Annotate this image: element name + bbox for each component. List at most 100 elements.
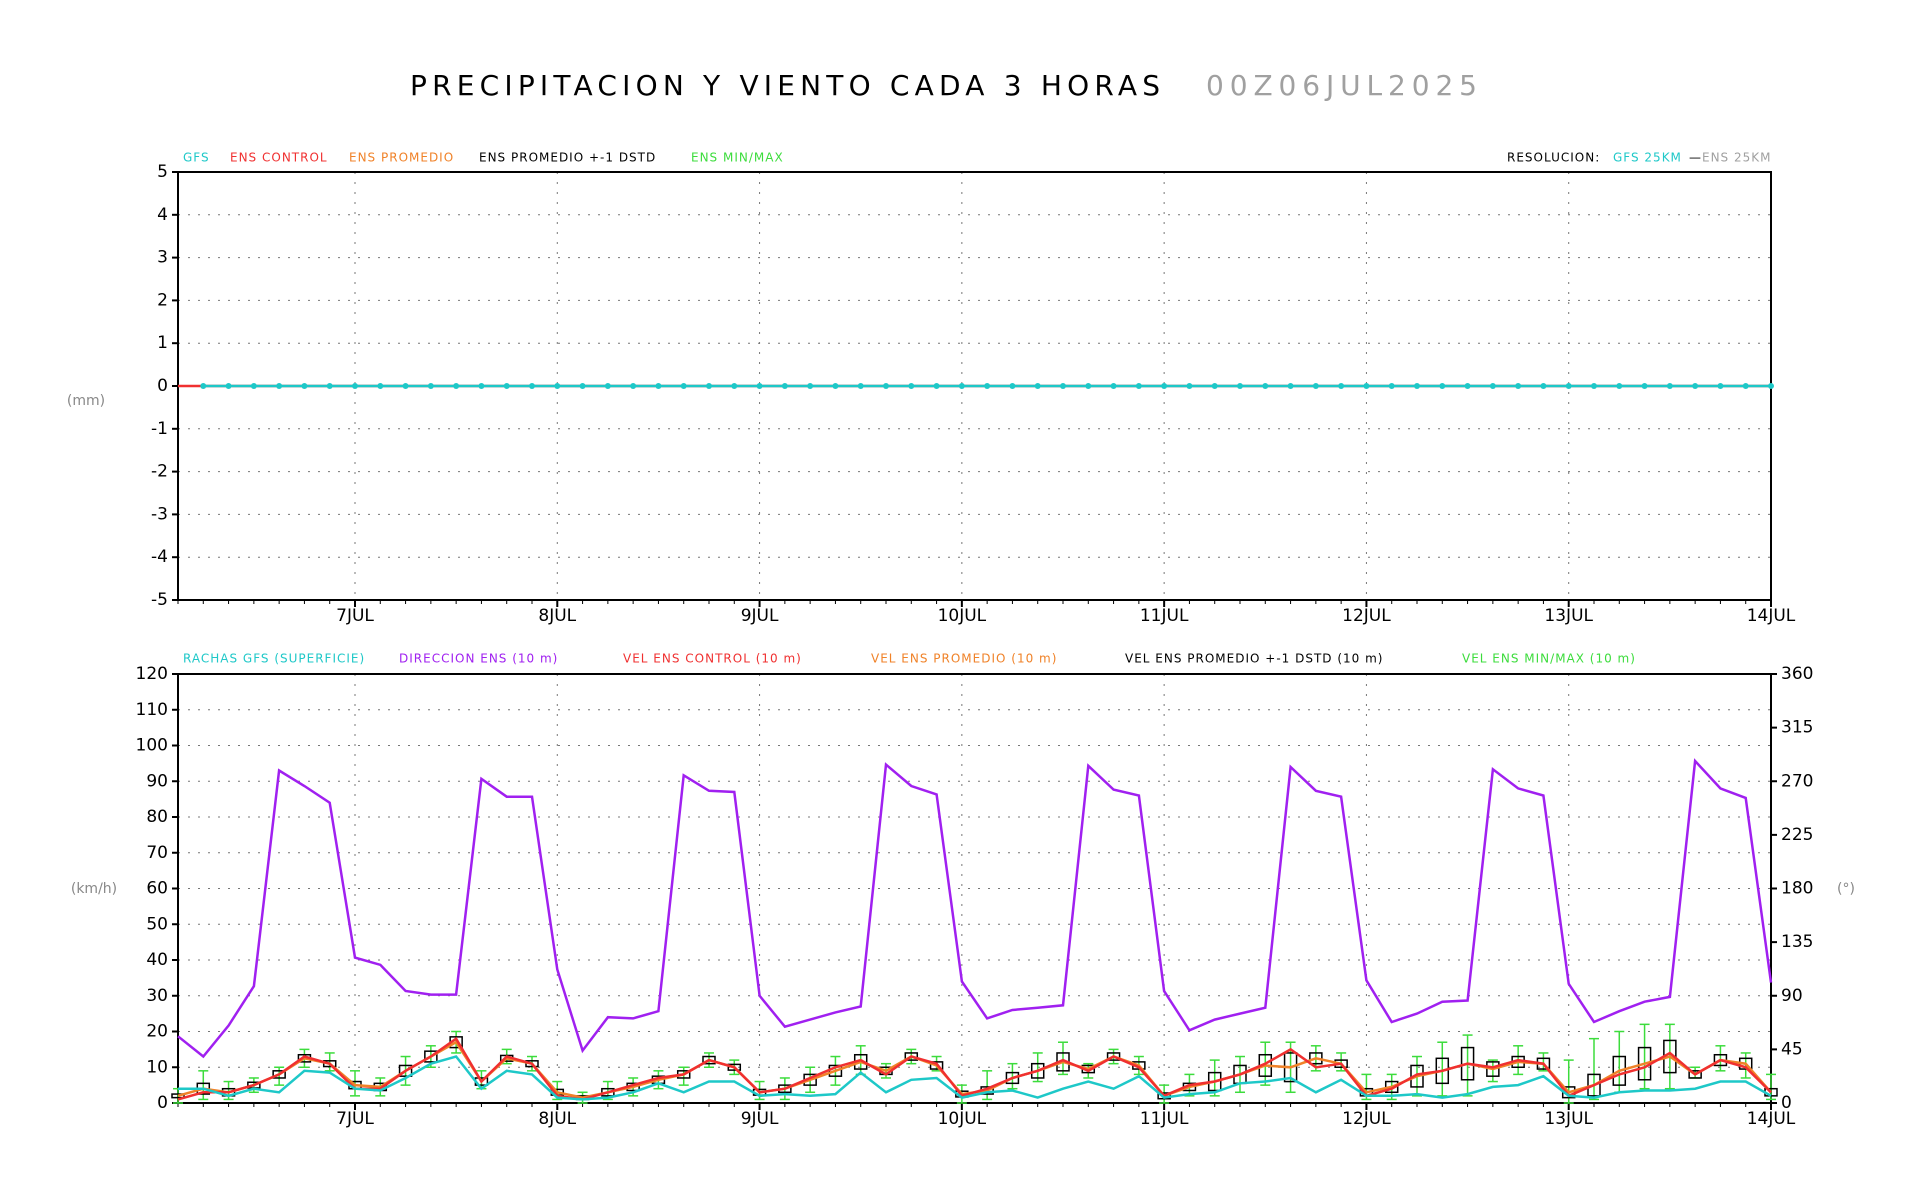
error-bar (350, 1070, 360, 1097)
y-tick-label: 1 (157, 333, 168, 353)
chart-subtitle: 00Z06JUL2025 (1206, 69, 1477, 102)
series-line (177, 1040, 1772, 1099)
legend-entry: ENS PROMEDIO (349, 151, 454, 165)
x-tick-label: 7JUL (336, 1109, 374, 1129)
x-tick-label: 12JUL (1342, 606, 1391, 626)
legend-entry: ENS MIN/MAX (691, 151, 784, 165)
y-tick-label: 70 (146, 843, 168, 863)
point (756, 383, 763, 389)
point (1768, 383, 1774, 389)
std-box (398, 1064, 413, 1077)
y-tick-label: 10 (146, 1057, 168, 1077)
point (1085, 383, 1092, 389)
x-tick-label: 13JUL (1544, 606, 1593, 626)
point (1009, 383, 1016, 389)
point (1464, 383, 1471, 389)
error-bar (982, 1070, 993, 1101)
std-box (702, 1055, 716, 1065)
point (1742, 383, 1749, 389)
point (680, 383, 687, 389)
point (1161, 383, 1168, 389)
point (1338, 383, 1345, 389)
x-tick-label: 9JUL (741, 1109, 779, 1129)
x-tick-label: 8JUL (538, 1109, 576, 1129)
point (731, 383, 738, 389)
point (1414, 383, 1420, 389)
std-box (904, 1052, 919, 1061)
x-tick-label: 11JUL (1140, 1109, 1189, 1129)
point (781, 383, 788, 389)
legend-entry: ENS CONTROL (230, 151, 328, 165)
point (1034, 383, 1041, 389)
y-tick-label: 0 (157, 376, 168, 396)
std-box (1005, 1071, 1020, 1085)
y2-tick-label: 225 (1781, 825, 1813, 845)
point (200, 383, 207, 389)
point (706, 383, 712, 389)
y2-tick-label: 0 (1781, 1093, 1792, 1113)
point (984, 383, 991, 389)
point (1211, 383, 1218, 389)
x-tick-label: 13JUL (1544, 1109, 1593, 1129)
x-tick-label: 9JUL (741, 606, 779, 626)
point (1692, 383, 1699, 389)
std-box (1030, 1062, 1045, 1079)
y-tick-label: 40 (146, 950, 168, 970)
y-tick-label: 2 (157, 290, 168, 310)
std-box (1587, 1073, 1601, 1097)
error-bar (324, 1052, 335, 1072)
point (807, 383, 814, 389)
legend-entry: GFS (183, 151, 210, 165)
point (933, 383, 940, 389)
legend-entry: VEL ENS CONTROL (10 m) (623, 652, 802, 666)
error-bar (1639, 1023, 1650, 1090)
error-bar (1058, 1041, 1068, 1076)
error-bar (1715, 1045, 1726, 1072)
y-axis-label: (mm) (67, 393, 105, 409)
resolution-separator: — (1689, 151, 1702, 165)
y-tick-label: 120 (136, 664, 168, 684)
x-tick-label: 8JUL (538, 606, 576, 626)
point (301, 383, 308, 389)
point (1237, 383, 1243, 389)
point (1616, 383, 1623, 389)
x-tick-label: 11JUL (1140, 606, 1189, 626)
point (1312, 383, 1319, 389)
error-bar (198, 1070, 209, 1101)
y-tick-label: 50 (146, 914, 168, 934)
point (1489, 383, 1496, 389)
point (1110, 383, 1117, 389)
point (1565, 383, 1572, 389)
point (554, 383, 561, 389)
error-bar (1589, 1037, 1599, 1101)
y2-tick-label: 315 (1781, 718, 1813, 738)
y2-tick-label: 90 (1781, 986, 1803, 1006)
y2-tick-label: 360 (1781, 664, 1813, 684)
point (225, 383, 232, 389)
legend-entry: DIRECCION ENS (10 m) (399, 652, 558, 666)
point (402, 383, 409, 389)
point (579, 383, 586, 389)
point (857, 383, 864, 389)
std-box (1612, 1055, 1627, 1086)
error-bar (1007, 1062, 1018, 1090)
point (427, 383, 434, 389)
error-bar (1538, 1052, 1549, 1072)
y-tick-label: 100 (136, 736, 168, 756)
point (503, 383, 510, 389)
point (883, 383, 889, 389)
resolution-item: ENS 25KM (1702, 151, 1771, 165)
std-box (1688, 1070, 1702, 1079)
point (478, 383, 485, 389)
point (453, 383, 460, 389)
series-line (178, 1055, 1772, 1101)
y-tick-label: 30 (146, 986, 168, 1006)
point (604, 383, 611, 389)
resolution-item: GFS 25KM (1613, 151, 1682, 165)
legend-entry: VEL ENS PROMEDIO (10 m) (871, 652, 1057, 666)
point (326, 383, 333, 389)
point (1591, 383, 1597, 389)
point (1641, 383, 1648, 389)
y-tick-label: -1 (151, 419, 168, 439)
